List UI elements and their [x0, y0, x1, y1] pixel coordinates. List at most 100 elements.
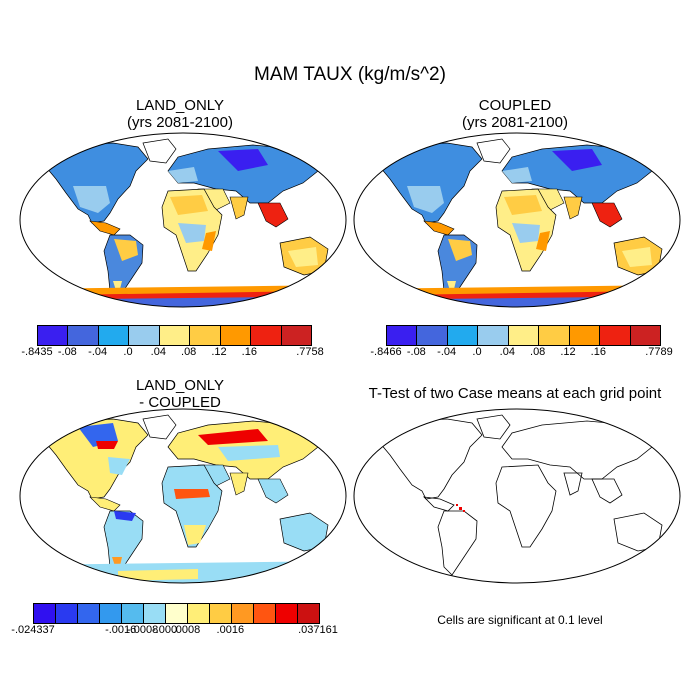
region-australia-interior	[288, 247, 318, 267]
region-se-asia	[591, 202, 623, 228]
colorbar-swatch	[478, 326, 509, 345]
colorbar-swatch	[56, 604, 78, 623]
colorbar-swatch	[100, 604, 122, 623]
coastline-africa	[495, 464, 557, 548]
region-sahara	[504, 195, 542, 215]
colorbar-label: .08	[181, 346, 197, 358]
colorbar-label: .0	[123, 346, 133, 358]
region-siberia	[218, 149, 268, 171]
region-india	[563, 196, 583, 220]
panel-title-coupled: COUPLED (yrs 2081-2100)	[395, 97, 635, 131]
colorbar-swatch	[220, 326, 252, 345]
colorbar-labels-difference: -.024337 -.0016 -.0008 -.000.0008 .0016 .0371…	[11, 624, 338, 638]
continent-australia	[279, 512, 329, 552]
region-india	[229, 472, 249, 496]
panel-title-line2: (yrs 2081-2100)	[462, 114, 568, 131]
coastline-south-america	[437, 510, 478, 576]
colorbar-labels-coupled: -.8466 -.08 -.04 .0 .04 .08 .12 .16 .7789	[370, 346, 672, 360]
coastline-north-america	[379, 418, 483, 500]
colorbar-swatch	[298, 604, 319, 623]
colorbar-label: .037161	[298, 624, 338, 636]
region-central-africa	[512, 223, 540, 243]
region-east-africa	[202, 231, 216, 251]
region-amazon	[448, 239, 472, 261]
region-central-asia	[218, 445, 280, 461]
region-amazon-north	[114, 511, 136, 521]
colorbar-label: -.8435	[21, 346, 53, 358]
region-se-asia	[257, 478, 289, 504]
colorbar-swatch	[68, 326, 99, 345]
colorbar-label: .08	[530, 346, 546, 358]
colorbar-swatch	[254, 604, 276, 623]
coastline-australia	[613, 512, 663, 552]
region-central-america	[423, 220, 455, 236]
map-border	[353, 408, 681, 584]
region-us-east	[108, 457, 130, 475]
colorbar-label: .0	[472, 346, 482, 358]
region-greenland	[142, 138, 177, 164]
coastline-se-asia	[591, 478, 623, 504]
colorbar-swatch	[190, 326, 221, 345]
colorbar-label: -.0016	[105, 624, 137, 636]
colorbar-label: .16	[590, 346, 606, 358]
coastline-greenland	[476, 414, 511, 440]
colorbar-swatch	[387, 326, 418, 345]
colorbar-label: -.024337	[11, 624, 55, 636]
coastline-central-america	[422, 496, 455, 512]
continent-eurasia	[167, 144, 324, 204]
colorbar-coupled	[386, 325, 661, 346]
colorbar-label: -.04	[88, 346, 108, 358]
region-sahara	[170, 195, 208, 215]
continent-north-america	[45, 142, 149, 224]
map-border	[19, 408, 347, 584]
colorbar-label: .12	[560, 346, 576, 358]
colorbar-difference	[33, 603, 320, 624]
colorbar-label: .0016	[216, 624, 245, 636]
colorbar-swatch	[630, 326, 660, 345]
colorbar-swatch	[122, 604, 144, 623]
region-greenland	[142, 414, 177, 440]
colorbar-labels-land-only: -.8435 -.08 -.04 .0 .04 .08 .12 .16 .7758	[21, 346, 323, 360]
region-antarctica-patch	[118, 569, 198, 581]
continent-eurasia	[501, 144, 658, 204]
colorbar-swatch	[417, 326, 448, 345]
colorbar-label: .16	[241, 346, 257, 358]
region-us-central	[73, 186, 110, 213]
panel-title-line1: COUPLED	[478, 97, 552, 114]
panel-title-line1: LAND_ONLY	[135, 377, 225, 394]
colorbar-swatch	[232, 604, 254, 623]
colorbar-swatch	[210, 604, 232, 623]
colorbar-label: .04	[499, 346, 515, 358]
coastline-india	[563, 472, 583, 496]
colorbar-swatch	[129, 326, 160, 345]
colorbar-swatch	[38, 326, 69, 345]
map-coupled	[353, 132, 681, 308]
region-greenland	[476, 138, 511, 164]
region-se-asia	[257, 202, 289, 228]
region-central-america	[89, 220, 121, 236]
colorbar-label: -.0008	[127, 624, 159, 636]
region-central-america	[89, 496, 121, 512]
region-us-central	[407, 186, 444, 213]
colorbar-swatch	[34, 604, 56, 623]
colorbar-label: -.000	[151, 624, 178, 636]
significant-cells	[456, 504, 465, 512]
region-southern-africa	[184, 525, 206, 545]
region-canada-red	[96, 441, 118, 449]
map-border	[19, 132, 347, 308]
colorbar-swatch	[569, 326, 601, 345]
colorbar-swatch	[98, 326, 130, 345]
region-sahel	[174, 489, 210, 499]
panel-title-ttest: T-Test of two Case means at each grid po…	[368, 385, 662, 402]
colorbar-swatch	[188, 604, 210, 623]
colorbar-swatch	[159, 326, 191, 345]
colorbar-swatch	[508, 326, 540, 345]
colorbar-swatch	[78, 604, 100, 623]
region-siberia	[552, 149, 602, 171]
colorbar-swatch	[251, 326, 282, 345]
panel-title-line2: - COUPLED	[139, 394, 221, 411]
colorbar-swatch	[539, 326, 570, 345]
region-central-africa	[178, 223, 206, 243]
region-russia-red	[198, 429, 268, 445]
map-ttest	[353, 408, 681, 584]
